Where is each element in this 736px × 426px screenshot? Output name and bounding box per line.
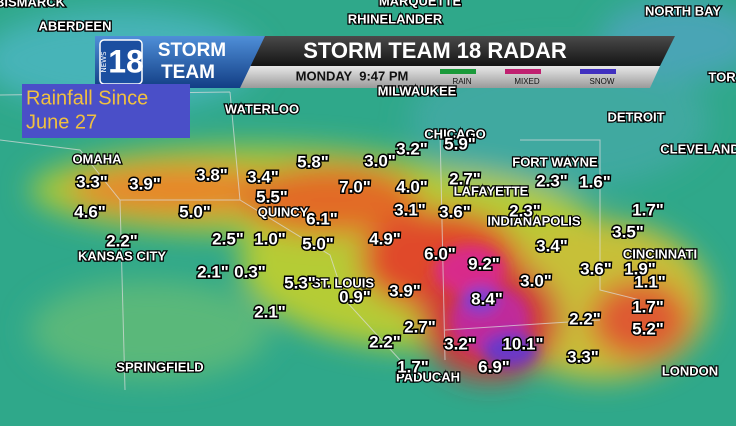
city-label: BISMARCK: [0, 0, 66, 9]
border: [0, 139, 240, 391]
city-label: CINCINNATI: [623, 246, 697, 261]
rainfall-total: 0.3": [234, 262, 266, 281]
rainfall-total: 4.9": [369, 229, 401, 248]
rainfall-total: 4.6": [74, 202, 106, 221]
rainfall-total: 1.6": [579, 172, 611, 191]
rainfall-total: 3.2": [396, 139, 428, 158]
rainfall-total: 5.3": [284, 273, 316, 292]
rainfall-total: 5.8": [297, 152, 329, 171]
rainfall-total: 6.1": [306, 209, 338, 228]
rainfall-total: 8.4": [471, 289, 503, 308]
rainfall-total: 3.6": [580, 259, 612, 278]
rainfall-total: 3.2": [444, 334, 476, 353]
rainfall-total: 3.3": [76, 172, 108, 191]
rainfall-total: 1.7": [632, 297, 664, 316]
rainfall-total: 3.4": [536, 236, 568, 255]
rainfall-total: 4.0": [396, 177, 428, 196]
rainfall-total: 3.8": [196, 165, 228, 184]
legend-swatch: [580, 69, 616, 74]
rainfall-total: 7.0": [339, 177, 371, 196]
rainfall-total: 2.2": [106, 231, 138, 250]
rainfall-total: 2.7": [404, 317, 436, 336]
legend-swatch: [505, 69, 541, 74]
rainfall-total: 9.2": [468, 254, 500, 273]
timestamp: MONDAY 9:47 PM: [296, 68, 409, 83]
rainfall-total: 3.0": [520, 271, 552, 290]
city-label: RHINELANDER: [348, 11, 443, 26]
rainfall-total: 3.5": [612, 222, 644, 241]
rainfall-total: 1.7": [397, 357, 429, 376]
rainfall-total: 2.5": [212, 229, 244, 248]
rainfall-total: 1.7": [632, 200, 664, 219]
rainfall-total: 5.0": [179, 202, 211, 221]
city-label: DETROIT: [607, 109, 664, 124]
rainfall-total: 3.4": [247, 167, 279, 186]
logo-text: STORM: [158, 40, 226, 61]
city-label: OMAHA: [72, 151, 122, 166]
city-label: LONDON: [662, 363, 718, 378]
rainfall-total: 0.9": [339, 287, 371, 306]
rainfall-total: 2.1": [254, 302, 286, 321]
city-label: PADUCAH: [396, 369, 460, 384]
rainfall-total: 1.9": [624, 259, 656, 278]
city-label: ST. LOUIS: [312, 275, 374, 290]
city-label: WATERLOO: [225, 101, 299, 116]
city-label: CHICAGO: [424, 126, 485, 141]
banner-title: STORM TEAM 18 RADAR: [303, 38, 567, 63]
legend-label: SNOW: [590, 77, 615, 86]
legend-label: RAIN: [452, 77, 471, 86]
info-text: June 27: [26, 111, 97, 133]
rainfall-total: 5.9": [444, 134, 476, 153]
rainfall-total: 3.1": [394, 200, 426, 219]
info-text: Rainfall Since: [26, 87, 148, 109]
rainfall-total: 2.2": [569, 309, 601, 328]
rainfall-total: 3.0": [364, 151, 396, 170]
rainfall-total: 10.1": [502, 334, 543, 353]
city-label: MILWAUKEE: [378, 83, 457, 98]
rainfall-total: 6.9": [478, 357, 510, 376]
city-label: TOR: [708, 69, 736, 84]
radar-heavy: [435, 245, 538, 368]
city-label: MARQUETTE: [379, 0, 462, 8]
header-banner: NEWS 18 STORM TEAM STORM TEAM 18 RADAR M…: [95, 36, 675, 88]
rainfall-total: 3.9": [129, 174, 161, 193]
info-box: [22, 84, 190, 138]
rainfall-total: 5.2": [632, 319, 664, 338]
city-label: ABERDEEN: [39, 18, 112, 33]
rainfall-total: 2.7": [449, 169, 481, 188]
logo-news: NEWS: [100, 51, 108, 73]
city-label: INDIANAPOLIS: [487, 213, 581, 228]
city-label: QUINCY: [258, 204, 309, 219]
rainfall-total: 3.6": [439, 202, 471, 221]
rainfall-total: 5.0": [302, 234, 334, 253]
rainfall-total: 3.3": [567, 347, 599, 366]
city-label: LAFAYETTE: [454, 183, 529, 198]
rainfall-total: 6.0": [424, 244, 456, 263]
logo-number: 18: [108, 43, 144, 79]
rainfall-total: 2.3": [509, 201, 541, 220]
city-label: FORT WAYNE: [512, 154, 598, 169]
city-label: SPRINGFIELD: [116, 359, 203, 374]
rainfall-total: 3.9": [389, 281, 421, 300]
city-label: KANSAS CITY: [78, 248, 166, 263]
logo-text: TEAM: [161, 62, 215, 83]
rainfall-total: 2.2": [369, 332, 401, 351]
rainfall-total: 5.5": [256, 187, 288, 206]
city-label: CLEVELAND: [660, 141, 736, 156]
rainfall-total: 2.3": [536, 171, 568, 190]
border: [439, 129, 641, 361]
legend-label: MIXED: [514, 77, 540, 86]
legend-swatch: [440, 69, 476, 74]
rainfall-total: 2.1": [197, 262, 229, 281]
rainfall-total: 1.0": [254, 229, 286, 248]
rainfall-total: 1.1": [634, 272, 666, 291]
city-label: NORTH BAY: [645, 3, 721, 18]
